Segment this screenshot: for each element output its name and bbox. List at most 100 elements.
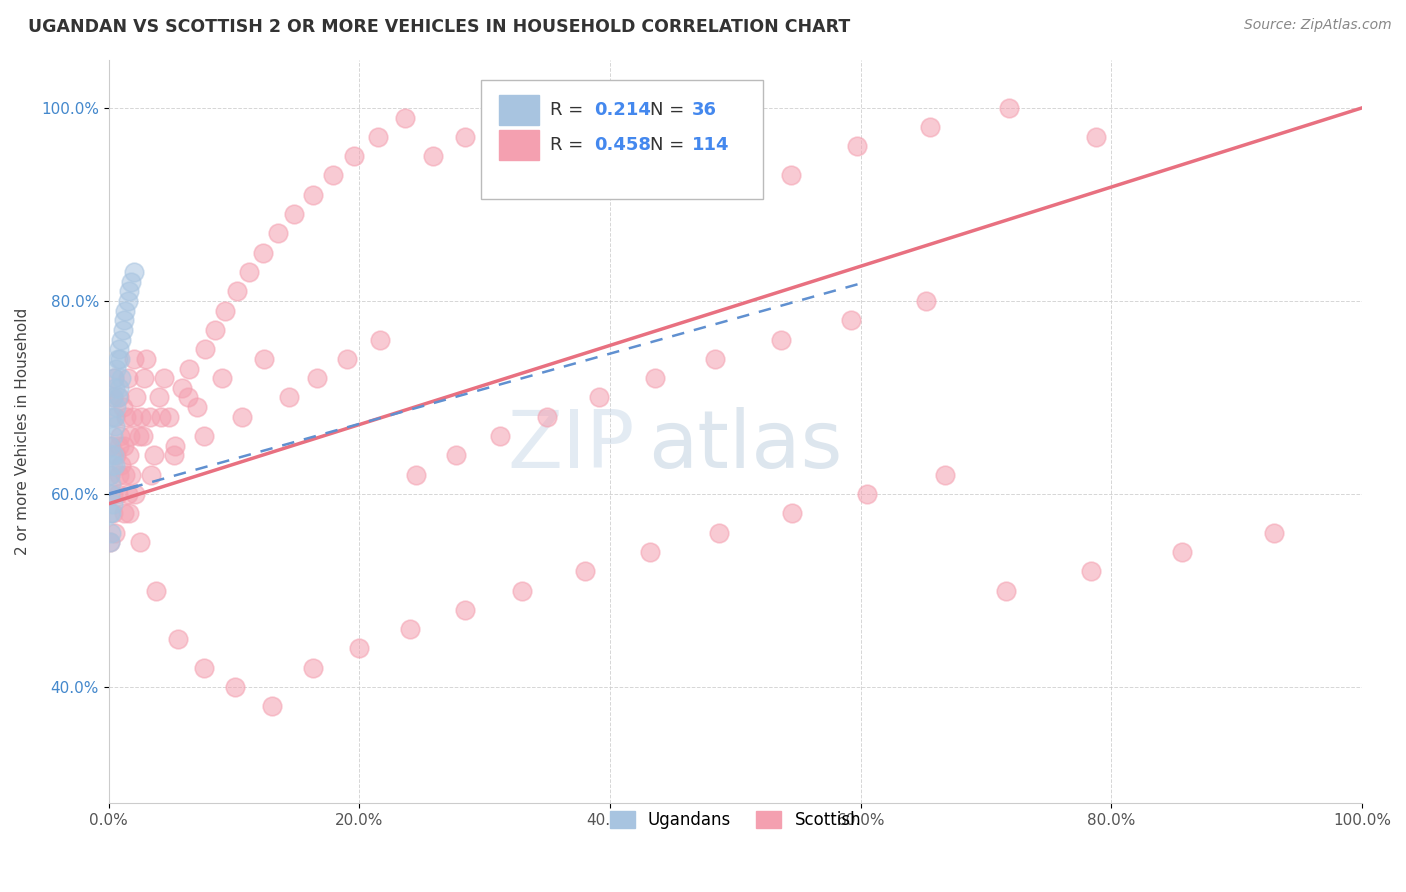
Point: [114, 303, 136, 318]
Point: [536, 409, 558, 424]
Point: [166, 632, 188, 646]
Point: [214, 303, 236, 318]
Point: [278, 391, 301, 405]
Point: [574, 564, 596, 578]
Point: [780, 506, 803, 520]
Point: [165, 439, 187, 453]
Point: [98, 506, 121, 520]
Point: [398, 622, 420, 636]
Point: [934, 467, 956, 482]
Point: [211, 371, 233, 385]
Point: [125, 391, 148, 405]
Point: [120, 467, 142, 482]
Point: [454, 603, 477, 617]
Point: [100, 409, 122, 424]
Point: [260, 699, 283, 714]
Point: [124, 487, 146, 501]
Point: [98, 439, 121, 453]
Point: [103, 371, 125, 385]
Legend: Ugandans, Scottish: Ugandans, Scottish: [603, 804, 868, 836]
FancyBboxPatch shape: [499, 130, 538, 160]
Point: [108, 343, 131, 357]
Point: [107, 487, 129, 501]
Point: [117, 371, 139, 385]
Point: [103, 409, 125, 424]
Point: [101, 506, 124, 520]
Point: [1170, 545, 1192, 559]
Point: [163, 449, 186, 463]
Point: [101, 487, 124, 501]
Point: [349, 641, 371, 656]
Point: [115, 409, 138, 424]
Point: [779, 169, 801, 183]
Point: [114, 467, 136, 482]
Point: [120, 275, 142, 289]
Point: [405, 467, 427, 482]
Point: [322, 169, 344, 183]
Text: 36: 36: [692, 101, 717, 120]
Point: [100, 525, 122, 540]
Point: [177, 391, 200, 405]
Point: [839, 313, 862, 327]
Point: [225, 285, 247, 299]
Text: ZIP: ZIP: [508, 407, 636, 485]
Point: [856, 487, 879, 501]
Text: R =: R =: [550, 136, 589, 154]
Point: [101, 458, 124, 472]
Point: [644, 371, 666, 385]
Point: [193, 429, 215, 443]
Point: [103, 371, 125, 385]
Point: [139, 409, 162, 424]
Text: atlas: atlas: [648, 407, 842, 485]
Point: [769, 333, 792, 347]
Text: 114: 114: [692, 136, 730, 154]
Point: [108, 439, 131, 453]
Point: [118, 285, 141, 299]
Point: [98, 467, 121, 482]
Text: 0.214: 0.214: [593, 101, 651, 120]
Point: [157, 409, 180, 424]
Point: [104, 381, 127, 395]
Point: [100, 477, 122, 491]
Point: [129, 535, 152, 549]
Point: [118, 449, 141, 463]
Point: [253, 351, 276, 366]
Point: [422, 149, 444, 163]
Point: [148, 391, 170, 405]
Point: [122, 351, 145, 366]
Point: [101, 391, 124, 405]
Point: [101, 391, 124, 405]
Point: [252, 245, 274, 260]
Point: [100, 506, 122, 520]
Point: [141, 467, 163, 482]
Point: [267, 227, 290, 241]
Point: [128, 429, 150, 443]
Point: [918, 120, 941, 135]
Point: [1085, 129, 1108, 144]
Point: [132, 371, 155, 385]
Point: [394, 111, 416, 125]
Point: [110, 333, 132, 347]
Point: [118, 506, 141, 520]
Point: [915, 293, 938, 308]
Point: [302, 187, 325, 202]
Point: [112, 313, 135, 327]
Text: 0.458: 0.458: [593, 136, 651, 154]
Point: [108, 391, 131, 405]
Point: [112, 506, 135, 520]
Point: [995, 583, 1018, 598]
Point: [194, 343, 217, 357]
Point: [997, 101, 1019, 115]
Point: [108, 381, 131, 395]
Point: [336, 351, 359, 366]
Point: [110, 371, 132, 385]
Point: [105, 361, 128, 376]
Point: [238, 265, 260, 279]
Point: [204, 323, 226, 337]
Point: [283, 207, 305, 221]
Point: [177, 361, 200, 376]
Point: [100, 439, 122, 453]
Point: [704, 351, 727, 366]
Point: [368, 333, 391, 347]
Point: [122, 265, 145, 279]
